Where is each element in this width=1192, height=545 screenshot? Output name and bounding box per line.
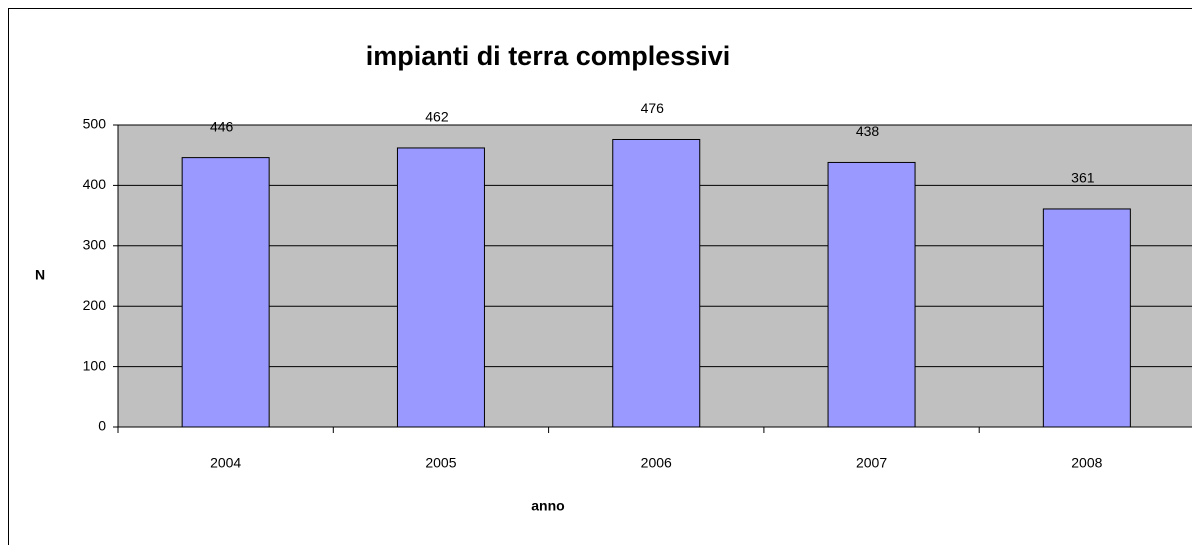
y-tick-label: 500 bbox=[83, 116, 107, 132]
data-label: 446 bbox=[210, 118, 234, 134]
y-tick-label: 200 bbox=[83, 297, 107, 313]
chart-title: impianti di terra complessivi bbox=[366, 41, 731, 71]
bar bbox=[181, 157, 270, 428]
data-label: 361 bbox=[1071, 170, 1095, 186]
x-tick-label: 2007 bbox=[856, 455, 887, 471]
x-axis-title: anno bbox=[531, 498, 564, 514]
y-tick-label: 100 bbox=[83, 357, 107, 373]
data-label: 476 bbox=[641, 100, 665, 116]
y-tick-label: 300 bbox=[83, 237, 107, 253]
x-tick-label: 2008 bbox=[1071, 455, 1102, 471]
bar bbox=[1042, 208, 1131, 428]
y-axis-title: N bbox=[35, 267, 45, 283]
y-tick-label: 400 bbox=[83, 176, 107, 192]
data-label: 462 bbox=[425, 109, 449, 125]
bar bbox=[396, 147, 485, 428]
x-tick-label: 2005 bbox=[425, 455, 456, 471]
bar bbox=[612, 138, 701, 428]
data-label: 438 bbox=[856, 123, 880, 139]
x-tick-label: 2004 bbox=[210, 455, 241, 471]
y-tick-label: 0 bbox=[98, 418, 106, 434]
bar bbox=[827, 161, 916, 428]
x-tick-label: 2006 bbox=[641, 455, 672, 471]
